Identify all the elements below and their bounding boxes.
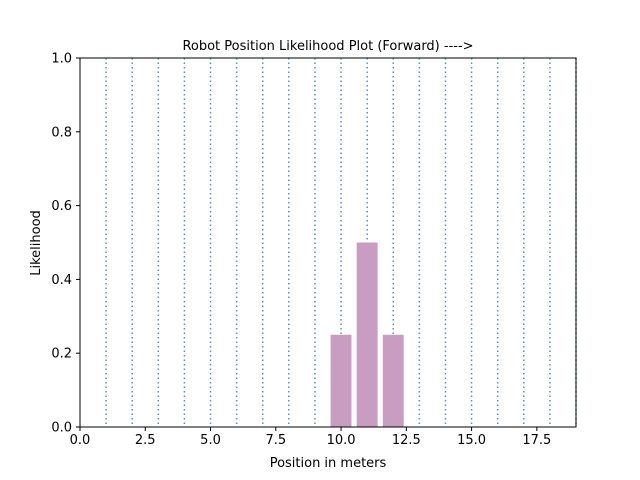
y-tick-label: 0.2 (51, 347, 72, 362)
chart-title: Robot Position Likelihood Plot (Forward)… (182, 39, 473, 54)
y-axis-ticks: 0.0 0.2 0.4 0.6 0.8 1.0 (51, 52, 80, 436)
y-tick-label: 0.0 (51, 421, 72, 436)
x-tick-label: 7.5 (265, 433, 286, 448)
x-tick-label: 5.0 (200, 433, 221, 448)
y-axis-label: Likelihood (29, 210, 44, 276)
x-tick-label: 12.5 (392, 433, 421, 448)
y-tick-label: 1.0 (51, 52, 72, 67)
bars (330, 242, 404, 427)
x-tick-label: 15.0 (457, 433, 486, 448)
x-tick-label: 2.5 (135, 433, 156, 448)
x-axis-ticks: 0.0 2.5 5.0 7.5 10.0 12.5 15.0 17.5 (70, 427, 551, 448)
x-axis-label: Position in meters (270, 456, 387, 471)
y-tick-label: 0.6 (51, 199, 72, 214)
y-tick-label: 0.4 (51, 273, 72, 288)
x-tick-label: 17.5 (522, 433, 551, 448)
likelihood-bar (382, 334, 404, 427)
x-tick-label: 10.0 (327, 433, 356, 448)
y-tick-label: 0.8 (51, 125, 72, 140)
plot-frame (79, 57, 577, 428)
likelihood-bar (330, 334, 352, 427)
likelihood-bar (356, 242, 378, 427)
x-tick-label: 0.0 (70, 433, 91, 448)
